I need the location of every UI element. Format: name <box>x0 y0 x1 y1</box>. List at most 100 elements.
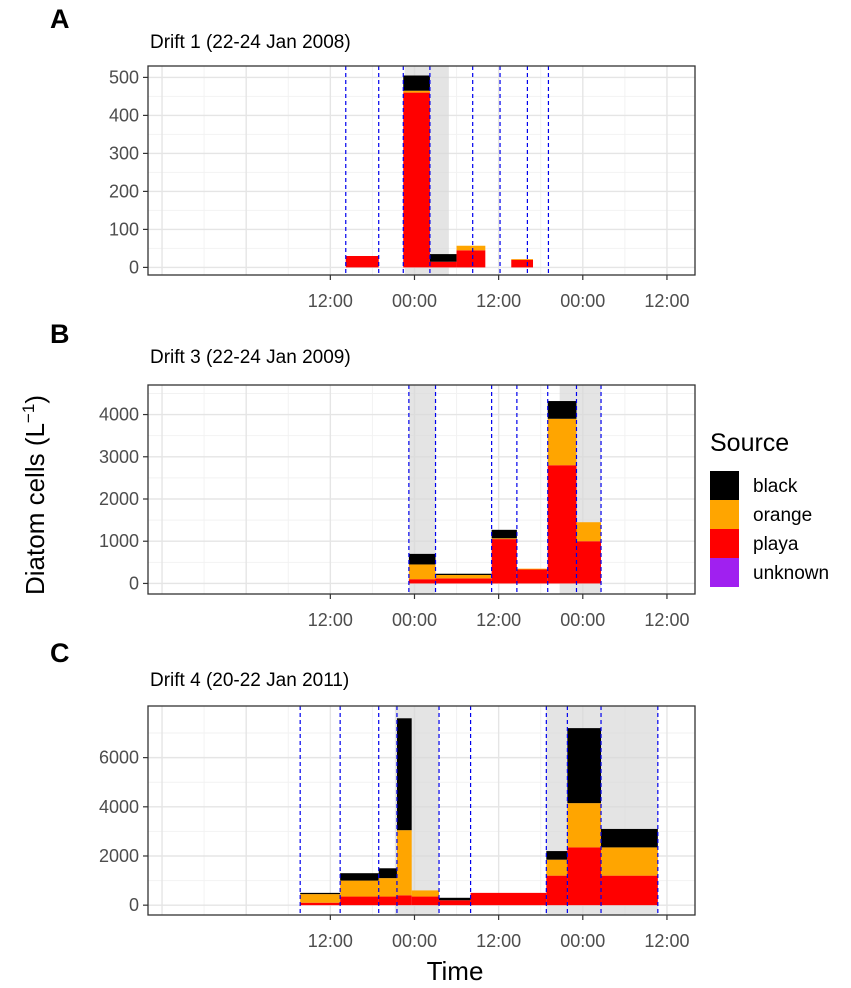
legend-label-unknown: unknown <box>753 563 829 584</box>
y-tick-label: 200 <box>109 181 139 201</box>
y-tick-label: 1000 <box>99 531 139 551</box>
y-tick-label: 4000 <box>99 797 139 817</box>
bar-segment-playa <box>470 892 547 906</box>
bar-segment-orange <box>378 878 397 897</box>
bar-segment-black <box>403 75 430 91</box>
bar-segment-playa <box>456 250 486 268</box>
x-tick-label: 12:00 <box>644 931 689 951</box>
bar-segment-playa <box>546 875 568 906</box>
y-tick-label: 300 <box>109 143 139 163</box>
bar-segment-playa <box>567 847 602 906</box>
bar-segment-black <box>546 851 568 860</box>
bar-segment-orange <box>601 847 658 876</box>
legend-label-playa: playa <box>753 534 799 555</box>
y-axis-title: Diatom cells (L−1) <box>19 395 50 595</box>
x-tick-label: 12:00 <box>308 931 353 951</box>
bar-segment-black <box>300 892 341 895</box>
bar-segment-black <box>567 728 602 804</box>
y-tick-label: 3000 <box>99 447 139 467</box>
x-tick-label: 12:00 <box>308 291 353 311</box>
legend-swatch-playa <box>710 529 739 558</box>
plot-a: 0 100 200 300 400 500 12:00 00:00 12:00 00:00 12:0… <box>109 65 696 311</box>
bar-segment-orange <box>511 259 534 260</box>
bar-segment-orange <box>396 830 412 896</box>
bar-segment-orange <box>403 90 430 93</box>
panel-letter-a: A <box>50 4 70 34</box>
bar-segment-black <box>435 573 492 575</box>
panel-title-b: Drift 3 (22-24 Jan 2009) <box>150 347 351 368</box>
legend-swatch-unknown <box>710 558 739 587</box>
bar-segment-orange <box>491 538 517 540</box>
bar-segment-orange <box>300 894 341 903</box>
panel-letter-b: B <box>50 319 70 349</box>
x-tick-label: 12:00 <box>476 610 521 630</box>
bar-segment-playa <box>435 578 492 584</box>
plot-c: 0 2000 4000 6000 12:00 00:00 12:00 00:00 12:00 <box>99 705 696 951</box>
bar-segment-playa <box>516 569 548 584</box>
x-tick-label: 00:00 <box>560 931 605 951</box>
x-tick-label: 12:00 <box>476 291 521 311</box>
y-tick-label: 400 <box>109 105 139 125</box>
bar-segment-playa <box>439 900 471 906</box>
bar-segment-black <box>378 868 397 879</box>
bar-segment-black <box>547 401 577 419</box>
plot-frame <box>147 384 696 595</box>
y-tick-label: 4000 <box>99 405 139 425</box>
x-tick-label: 12:00 <box>308 610 353 630</box>
plot-b: 0 1000 2000 3000 4000 12:00 00:00 12:00 00:00 12:… <box>99 384 696 630</box>
bar-segment-playa <box>408 579 436 584</box>
bar-segment-playa <box>511 259 534 268</box>
bar-segment-black <box>429 254 457 262</box>
y-tick-label: 6000 <box>99 748 139 768</box>
bar-segment-playa <box>345 256 379 268</box>
bar-segment-orange <box>546 859 568 876</box>
bar-segment-orange <box>567 803 602 848</box>
bar-segment-playa <box>378 896 397 906</box>
x-axis-title: Time <box>427 956 484 986</box>
bar-segment-orange <box>408 564 436 580</box>
bar-segment-black <box>439 897 471 901</box>
x-tick-label: 12:00 <box>644 291 689 311</box>
bar-segment-black <box>396 718 412 831</box>
panel-title-c: Drift 4 (20-22 Jan 2011) <box>150 670 349 691</box>
legend-swatch-black <box>710 471 739 500</box>
legend-label-orange: orange <box>753 505 812 526</box>
x-tick-label: 00:00 <box>560 610 605 630</box>
bar-segment-black <box>340 873 379 881</box>
bar-segment-orange <box>340 880 379 897</box>
x-tick-label: 00:00 <box>392 291 437 311</box>
x-tick-label: 12:00 <box>644 610 689 630</box>
y-tick-label: 500 <box>109 67 139 87</box>
legend-swatch-orange <box>710 500 739 529</box>
y-tick-label: 0 <box>129 895 139 915</box>
bar-segment-playa <box>576 541 602 584</box>
y-tick-label: 2000 <box>99 489 139 509</box>
bar-segment-playa <box>601 875 658 906</box>
bar-segment-playa <box>411 896 440 906</box>
bar-segment-playa <box>491 539 517 584</box>
legend-items: black orange playa unknown <box>710 471 829 587</box>
x-tick-label: 00:00 <box>560 291 605 311</box>
legend-label-black: black <box>753 476 798 497</box>
bar-segment-black <box>408 553 436 565</box>
bar-segment-playa <box>300 902 341 906</box>
bar-segment-playa <box>429 261 457 268</box>
bar-segment-playa <box>403 92 430 268</box>
panel-a: A Drift 1 (22-24 Jan 2008) 0 100 200 300 400… <box>50 4 696 311</box>
bar-segment-orange <box>456 245 486 251</box>
x-tick-label: 00:00 <box>392 931 437 951</box>
bar-segment-orange <box>516 568 548 570</box>
y-tick-label: 0 <box>129 573 139 593</box>
y-tick-label: 0 <box>129 257 139 277</box>
plot-frame <box>147 705 696 916</box>
panel-b: B Drift 3 (22-24 Jan 2009) 0 1000 2000 3000… <box>50 319 696 630</box>
bar-segment-orange <box>547 418 577 466</box>
y-tick-label: 100 <box>109 219 139 239</box>
plot-frame <box>147 65 696 276</box>
bar-segment-orange <box>576 522 602 542</box>
panel-letter-c: C <box>50 638 70 668</box>
bar-segment-black <box>601 828 658 848</box>
bar-segment-black <box>491 529 517 539</box>
bar-segment-playa <box>340 896 379 906</box>
